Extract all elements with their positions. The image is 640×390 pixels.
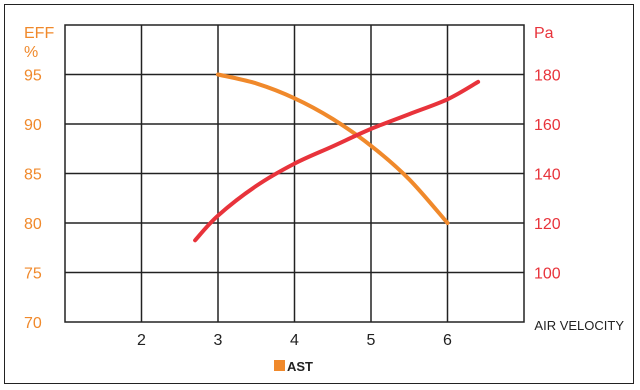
y-right-axis-label: Pa bbox=[534, 25, 554, 42]
y-right-tick-label: 140 bbox=[534, 167, 561, 184]
series-line-2-right bbox=[193, 79, 481, 243]
legend: AST bbox=[274, 359, 313, 374]
y-right-tick-label: 100 bbox=[534, 266, 561, 283]
legend-label: AST bbox=[287, 359, 313, 374]
grid bbox=[65, 25, 524, 322]
y-left-tick-label: 90 bbox=[24, 117, 42, 134]
y-left-axis-unit: % bbox=[24, 44, 38, 61]
x-axis-label: AIR VELOCITY bbox=[534, 318, 624, 333]
legend-swatch bbox=[274, 360, 285, 371]
y-right-tick-label: 180 bbox=[534, 68, 561, 85]
x-tick-label: 3 bbox=[214, 332, 223, 349]
x-tick-label: 5 bbox=[367, 332, 376, 349]
x-tick-label: 4 bbox=[290, 332, 299, 349]
x-tick-label: 6 bbox=[443, 332, 452, 349]
x-tick-label: 2 bbox=[137, 332, 146, 349]
series-line-1-left bbox=[216, 72, 450, 225]
y-left-tick-label: 95 bbox=[24, 68, 42, 85]
series-layer bbox=[193, 72, 481, 243]
chart-frame bbox=[4, 4, 634, 384]
tick-labels: 2 3 4 5 6 70 75 80 85 90 95 100 120 140 160 180 bbox=[24, 68, 561, 350]
y-right-tick-label: 120 bbox=[534, 216, 561, 233]
y-left-tick-label: 75 bbox=[24, 266, 42, 283]
axis-labels: EFF % Pa AIR VELOCITY bbox=[24, 25, 624, 333]
y-left-tick-label: 85 bbox=[24, 167, 42, 184]
plot-area bbox=[64, 24, 525, 323]
y-right-tick-label: 160 bbox=[534, 117, 561, 134]
y-left-tick-label: 80 bbox=[24, 216, 42, 233]
y-left-axis-label: EFF bbox=[24, 25, 54, 42]
y-left-tick-label: 70 bbox=[24, 315, 42, 332]
